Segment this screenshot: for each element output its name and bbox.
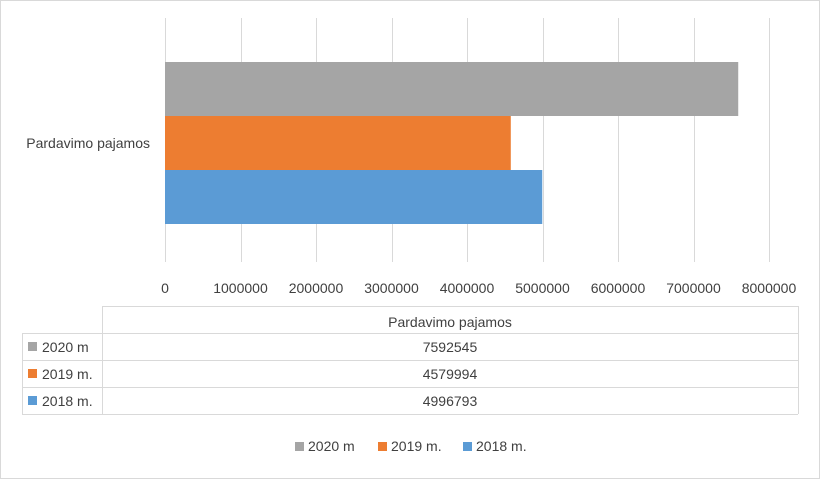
legend-swatch <box>378 442 387 451</box>
x-tick-label: 2000000 <box>289 280 344 296</box>
bar-2020-m <box>165 62 739 116</box>
legend-swatch <box>463 442 472 451</box>
x-tick-label: 1000000 <box>213 280 268 296</box>
table-row-value: 4996793 <box>423 393 478 409</box>
table-legend-key <box>28 369 37 378</box>
legend-label: 2020 m <box>308 438 355 454</box>
table-row-value: 7592545 <box>423 339 478 355</box>
table-row-label: 2020 m <box>42 339 89 355</box>
x-tick-label: 4000000 <box>440 280 495 296</box>
x-tick-label: 3000000 <box>364 280 419 296</box>
legend-label: 2019 m. <box>391 438 442 454</box>
legend-label: 2018 m. <box>476 438 527 454</box>
table-header: Pardavimo pajamos <box>388 314 512 330</box>
x-tick-label: 7000000 <box>666 280 721 296</box>
legend-swatch <box>295 442 304 451</box>
table-row-label: 2018 m. <box>42 393 93 409</box>
bar-2019-m- <box>165 116 511 170</box>
table-row-value: 4579994 <box>423 366 478 382</box>
bar-2018-m- <box>165 170 543 224</box>
table-legend-key <box>28 342 37 351</box>
x-tick-label: 8000000 <box>742 280 797 296</box>
table-legend-key <box>28 396 37 405</box>
category-label: Pardavimo pajamos <box>26 135 150 151</box>
x-tick-label: 0 <box>161 280 169 296</box>
table-row-label: 2019 m. <box>42 366 93 382</box>
x-tick-label: 6000000 <box>591 280 646 296</box>
x-tick-label: 5000000 <box>515 280 570 296</box>
